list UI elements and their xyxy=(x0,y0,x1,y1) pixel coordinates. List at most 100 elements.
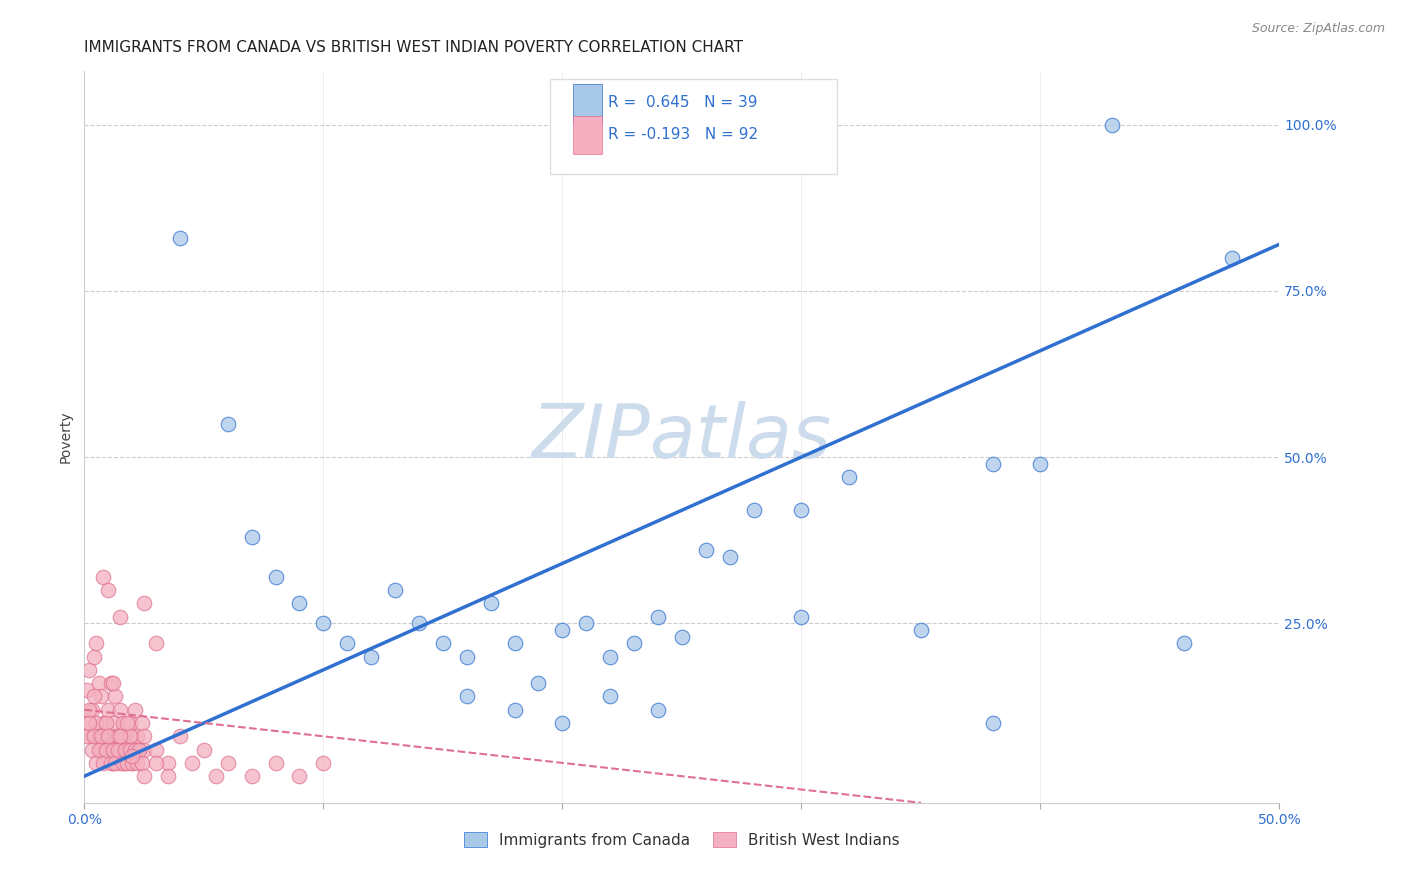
Y-axis label: Poverty: Poverty xyxy=(59,411,73,463)
Point xyxy=(145,636,167,650)
Point xyxy=(205,769,228,783)
Point xyxy=(124,703,146,717)
Point xyxy=(288,596,311,610)
Point xyxy=(110,609,132,624)
Legend: Immigrants from Canada, British West Indians: Immigrants from Canada, British West Ind… xyxy=(458,825,905,854)
Point xyxy=(527,676,550,690)
Text: R =  0.645   N = 39: R = 0.645 N = 39 xyxy=(607,95,758,111)
Point xyxy=(94,716,117,731)
Point xyxy=(312,616,335,631)
Point xyxy=(838,470,860,484)
Point xyxy=(408,616,430,631)
Point xyxy=(503,636,526,650)
Point xyxy=(240,530,263,544)
Point xyxy=(1220,251,1243,265)
Point xyxy=(80,729,103,743)
Point xyxy=(169,230,191,244)
Point xyxy=(132,742,156,756)
Point xyxy=(90,742,112,756)
Point xyxy=(107,729,129,743)
Point xyxy=(121,756,143,770)
Point xyxy=(121,729,143,743)
Text: R = -0.193   N = 92: R = -0.193 N = 92 xyxy=(607,128,758,143)
Point xyxy=(104,756,127,770)
Point xyxy=(1029,457,1052,471)
Point xyxy=(360,649,382,664)
Point xyxy=(93,756,115,770)
Point xyxy=(110,756,132,770)
Point xyxy=(101,676,124,690)
Point xyxy=(456,649,478,664)
Point xyxy=(575,616,598,631)
Point xyxy=(264,756,287,770)
Point xyxy=(456,690,478,704)
Point xyxy=(145,742,167,756)
Point xyxy=(718,549,741,564)
Point xyxy=(86,636,108,650)
Point xyxy=(145,756,167,770)
Point xyxy=(110,729,132,743)
Point xyxy=(117,742,139,756)
Point xyxy=(157,769,180,783)
Point xyxy=(83,649,105,664)
Point xyxy=(77,703,100,717)
Point xyxy=(551,716,574,731)
Point xyxy=(76,729,98,743)
Point xyxy=(117,742,139,756)
Point xyxy=(100,676,122,690)
Point xyxy=(128,742,150,756)
Point xyxy=(104,690,127,704)
Point xyxy=(97,742,120,756)
Point xyxy=(76,716,98,731)
Point xyxy=(110,703,132,717)
Point xyxy=(111,742,134,756)
Point xyxy=(910,623,932,637)
Point xyxy=(671,630,693,644)
Point xyxy=(121,756,143,770)
Point xyxy=(94,729,117,743)
Point xyxy=(479,596,502,610)
Point xyxy=(118,742,141,756)
Point xyxy=(86,756,108,770)
Point xyxy=(93,716,115,731)
Point xyxy=(97,703,120,717)
Point xyxy=(87,676,110,690)
Point xyxy=(264,570,287,584)
Point xyxy=(790,609,813,624)
Point xyxy=(124,742,146,756)
Point xyxy=(114,729,136,743)
Point xyxy=(132,729,156,743)
Point xyxy=(87,742,110,756)
FancyBboxPatch shape xyxy=(574,116,602,154)
Point xyxy=(117,756,139,770)
Point xyxy=(125,729,148,743)
Point xyxy=(97,582,120,597)
Point xyxy=(83,690,105,704)
Point xyxy=(131,716,153,731)
Point xyxy=(111,716,134,731)
Point xyxy=(790,503,813,517)
Point xyxy=(76,682,98,697)
Point xyxy=(90,729,112,743)
Point xyxy=(647,703,669,717)
Point xyxy=(90,690,112,704)
Point xyxy=(128,742,150,756)
Point xyxy=(742,503,765,517)
Text: Source: ZipAtlas.com: Source: ZipAtlas.com xyxy=(1251,22,1385,36)
Point xyxy=(97,729,120,743)
Point xyxy=(1101,118,1123,132)
Point xyxy=(87,729,110,743)
Point xyxy=(157,756,180,770)
Point xyxy=(107,729,129,743)
Point xyxy=(240,769,263,783)
Point xyxy=(77,663,100,677)
Point xyxy=(114,756,136,770)
Text: IMMIGRANTS FROM CANADA VS BRITISH WEST INDIAN POVERTY CORRELATION CHART: IMMIGRANTS FROM CANADA VS BRITISH WEST I… xyxy=(84,40,744,55)
Point xyxy=(1173,636,1195,650)
Point xyxy=(623,636,645,650)
FancyBboxPatch shape xyxy=(574,84,602,122)
Point xyxy=(132,769,156,783)
Point xyxy=(599,690,621,704)
Point xyxy=(107,742,129,756)
Point xyxy=(114,742,136,756)
